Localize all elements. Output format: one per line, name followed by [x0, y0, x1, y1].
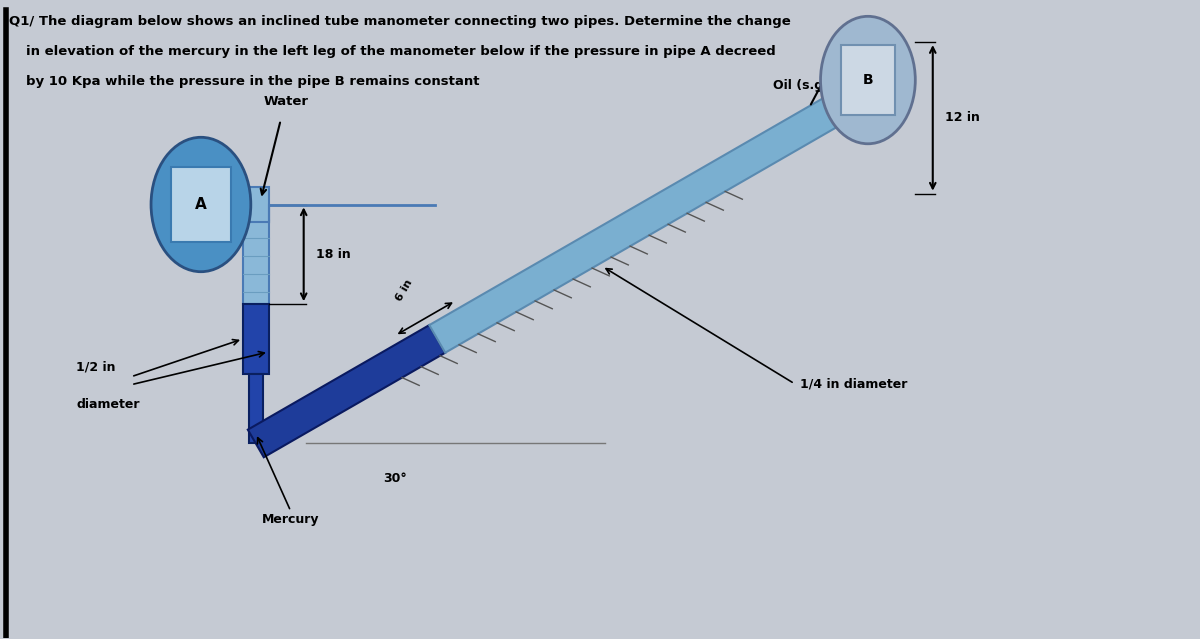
Bar [242, 204, 269, 304]
Text: Q1/ The diagram below shows an inclined tube manometer connecting two pipes. Det: Q1/ The diagram below shows an inclined … [10, 15, 791, 28]
Ellipse shape [821, 17, 916, 144]
Bar [242, 304, 269, 374]
Polygon shape [248, 325, 445, 458]
Text: 6 in: 6 in [394, 278, 414, 303]
Bar [841, 45, 895, 115]
Text: Mercury: Mercury [262, 513, 319, 526]
Ellipse shape [151, 137, 251, 272]
Text: 18 in: 18 in [316, 248, 350, 261]
Text: Oil (s.g.=0.9): Oil (s.g.=0.9) [773, 79, 866, 91]
Text: diameter: diameter [77, 398, 139, 411]
Text: Water: Water [263, 95, 308, 109]
Text: A: A [196, 197, 206, 212]
Bar [239, 187, 269, 222]
Text: in elevation of the mercury in the left leg of the manometer below if the pressu: in elevation of the mercury in the left … [26, 45, 776, 58]
Bar [170, 167, 230, 242]
Text: B: B [863, 73, 874, 87]
Polygon shape [430, 71, 886, 353]
Text: by 10 Kpa while the pressure in the pipe B remains constant: by 10 Kpa while the pressure in the pipe… [26, 75, 480, 88]
Bar [248, 374, 263, 443]
Text: 1/4 in diameter: 1/4 in diameter [799, 377, 907, 390]
Text: 30°: 30° [384, 472, 407, 485]
Text: 12 in: 12 in [944, 111, 979, 125]
Text: 1/2 in: 1/2 in [77, 360, 115, 373]
